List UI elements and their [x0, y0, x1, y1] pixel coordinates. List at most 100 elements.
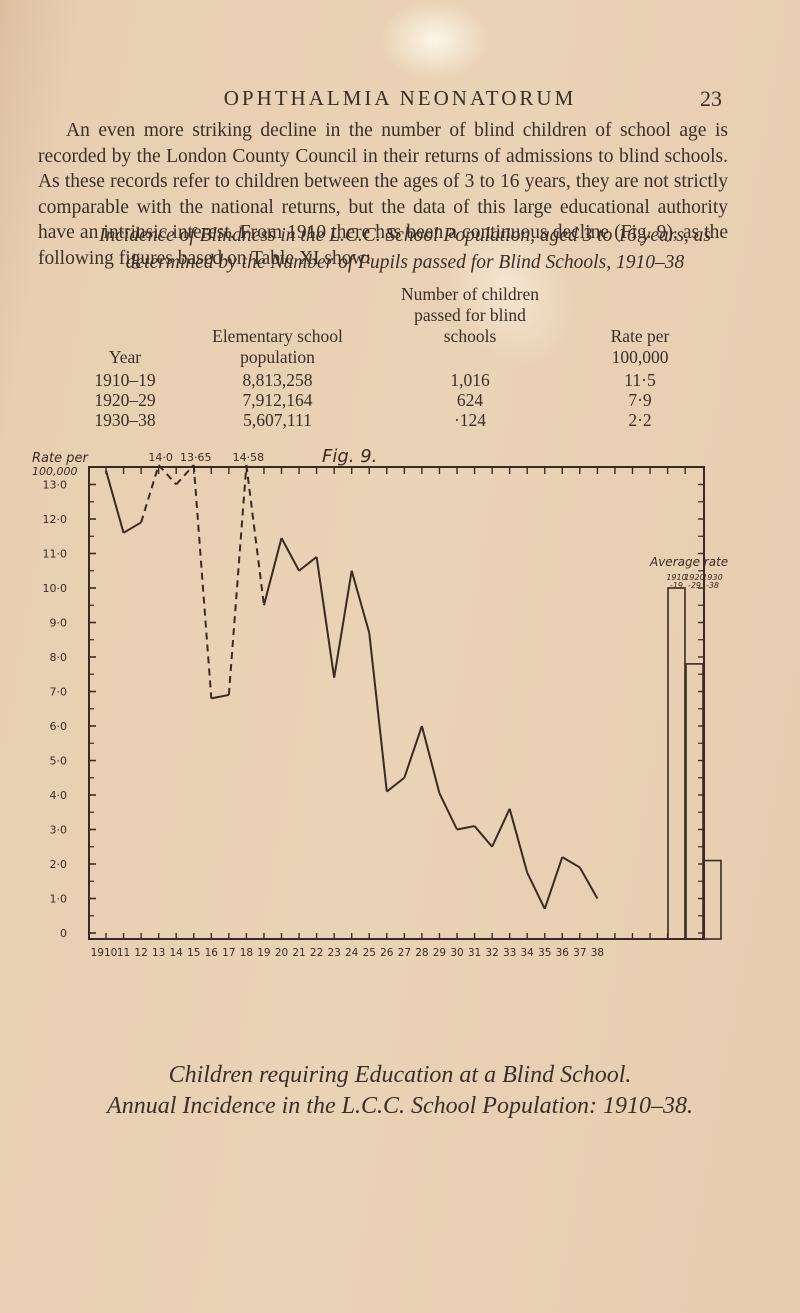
y-tick-label: 6·0: [50, 720, 68, 733]
figure-label: Fig. 9.: [322, 446, 377, 467]
average-rate-label: Average rate: [649, 555, 728, 569]
body-paragraph: An even more striking decline in the num…: [38, 120, 728, 269]
series-line: [420, 725, 441, 794]
series-line: [123, 521, 142, 534]
x-tick-label: 37: [573, 947, 586, 959]
series-line: [315, 556, 336, 678]
column-header-rate: Rate per 100,000: [610, 326, 670, 367]
y-axis-title: 100,000: [32, 465, 78, 478]
figure-caption-line: Children requiring Education at a Blind …: [168, 1062, 632, 1088]
y-tick-label: 1·0: [50, 893, 68, 906]
x-tick-label: 11: [117, 947, 130, 959]
table-caption-line: Incidence of Blindness in the L.C.C. Sch…: [98, 225, 711, 246]
series-line: [403, 725, 423, 779]
x-tick-label: 24: [345, 947, 359, 959]
running-head: OPHTHALMIA NEONATORUM: [223, 86, 577, 110]
x-tick-label: 38: [591, 947, 604, 959]
series-line: [438, 792, 458, 830]
chart-plot: 0 1·0 2·0 3·0 4·0 5·0 6·0 7·0 8·0 9·0 10·0 11·0 12·0…: [32, 446, 728, 959]
y-tick-label: 12·0: [43, 513, 68, 526]
figure-caption-line: Annual Incidence in the L.C.C. School Po…: [107, 1093, 693, 1119]
average-rate-bar: [703, 859, 722, 940]
x-tick-label: 18: [240, 947, 253, 959]
series-line: [280, 537, 300, 572]
column-header-population: Elementary school population: [212, 326, 343, 367]
y-tick-label: 4·0: [50, 789, 68, 802]
series-line-dashed: [140, 464, 160, 523]
series-line: [543, 856, 564, 910]
x-tick-label: 22: [310, 947, 323, 959]
series-line: [350, 570, 371, 634]
series-line-dashed: [175, 464, 195, 486]
bar-label: 1910: [666, 573, 686, 582]
x-tick-label: 28: [415, 947, 428, 959]
table-caption: Incidence of Blindness in the L.C.C. Sch…: [60, 222, 750, 276]
series-line: [561, 856, 581, 869]
series-line-dashed: [192, 464, 213, 699]
y-tick-label: 5·0: [50, 755, 68, 768]
bar-label: 1920: [684, 573, 704, 582]
x-tick-label: 34: [521, 947, 535, 959]
series-line-dashed: [157, 464, 177, 486]
off-scale-label: 13·65: [180, 451, 212, 464]
series-line-dashed: [245, 464, 265, 606]
x-tick-label: 27: [398, 947, 411, 959]
x-tick-label: 33: [503, 947, 516, 959]
series-line: [298, 556, 318, 572]
series-line: [491, 808, 511, 848]
series-line: [473, 825, 493, 848]
chart-frame: [88, 466, 705, 940]
series-line: [578, 866, 599, 899]
series-line: [211, 693, 230, 700]
x-tick-label: 36: [556, 947, 570, 959]
y-tick-label: 10·0: [43, 582, 68, 595]
bar-label: -38: [706, 581, 719, 590]
x-tick-label: 31: [468, 947, 481, 959]
x-tick-label: 16: [205, 947, 219, 959]
series-line: [386, 776, 405, 793]
table-caption-line: determined by the Number of Pupils passe…: [125, 252, 685, 273]
x-tick-label: 19: [257, 947, 270, 959]
x-tick-label: 25: [363, 947, 376, 959]
figure-9-chart: 0 1·0 2·0 3·0 4·0 5·0 6·0 7·0 8·0 9·0 10·0 11·0 12·0…: [32, 446, 728, 959]
average-rate-bar: [685, 663, 704, 940]
off-scale-label: 14·58: [233, 451, 265, 464]
figure-caption: Children requiring Education at a Blind …: [0, 1060, 800, 1122]
x-tick-label: 32: [485, 947, 498, 959]
series-line: [105, 470, 125, 534]
x-tick-label: 29: [433, 947, 446, 959]
bar-label: 1930: [702, 573, 722, 582]
y-tick-label: 3·0: [50, 824, 68, 837]
series-line: [456, 825, 475, 831]
y-tick-label: 0: [60, 927, 67, 940]
x-tick-label: 14: [170, 947, 184, 959]
x-tick-label: 15: [187, 947, 200, 959]
x-tick-label: 17: [222, 947, 235, 959]
column-header-children: Number of children passed for blind scho…: [400, 284, 539, 346]
y-tick-label: 2·0: [50, 858, 68, 871]
x-tick-label: 30: [450, 947, 463, 959]
y-tick-label: 11·0: [43, 548, 68, 561]
series-line: [262, 537, 283, 606]
page-number: 23: [700, 86, 722, 111]
x-tick-label: 35: [538, 947, 551, 959]
light-glare: [380, 0, 490, 80]
series-line-dashed: [227, 464, 248, 696]
x-tick-label: 21: [292, 947, 305, 959]
x-tick-label: 13: [152, 947, 165, 959]
column-header-year: Year: [108, 347, 142, 367]
y-tick-label: 7·0: [50, 686, 68, 699]
average-rate-bar: [667, 587, 686, 940]
x-tick-label: 12: [134, 947, 147, 959]
x-tick-label: 20: [275, 947, 288, 959]
bar-label: -19: [670, 581, 683, 590]
y-tick-label: 9·0: [50, 617, 68, 630]
off-scale-label: 14·0: [148, 451, 173, 464]
x-tick-label: 1910: [91, 947, 118, 959]
y-tick-label: 13·0: [43, 479, 68, 492]
series-line: [508, 808, 529, 873]
x-tick-label: 26: [380, 947, 394, 959]
y-tick-label: 8·0: [50, 651, 68, 664]
x-tick-label: 23: [327, 947, 340, 959]
